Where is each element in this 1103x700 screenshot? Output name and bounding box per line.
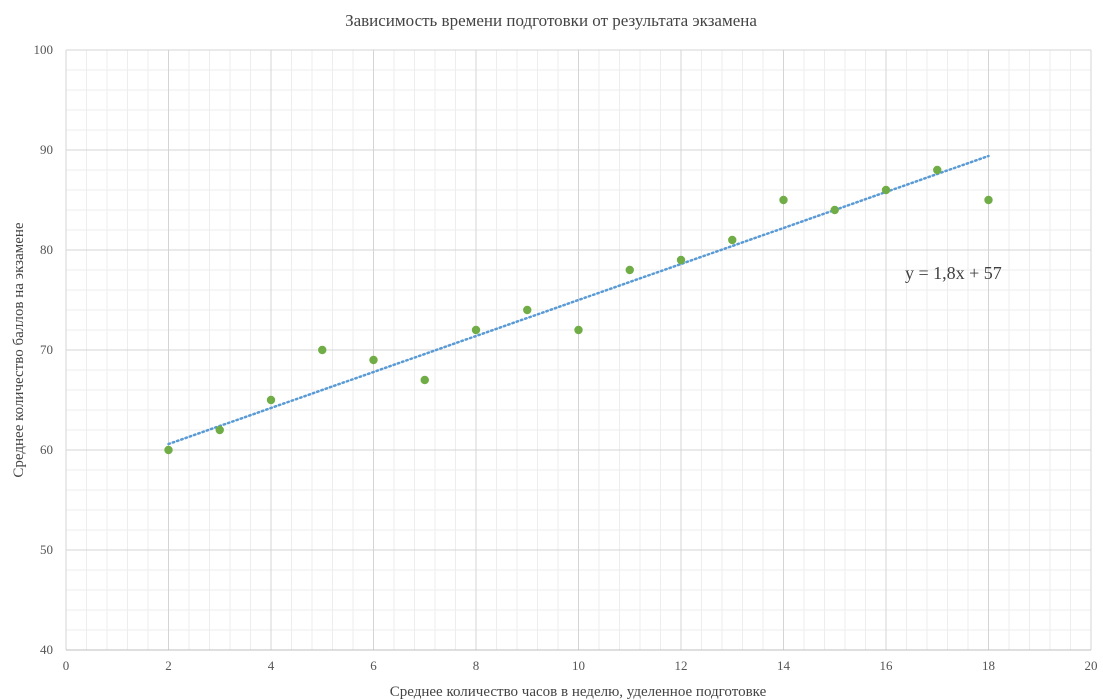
x-tick-label: 12 [675,658,688,673]
x-tick-label: 4 [268,658,275,673]
data-point [318,345,327,355]
x-tick-label: 0 [63,658,70,673]
trendline [167,154,990,446]
data-point [215,425,224,435]
data-point [728,235,737,245]
y-tick-label: 100 [34,42,54,57]
x-tick-label: 16 [880,658,894,673]
x-tick-label: 20 [1085,658,1098,673]
data-point [881,185,891,195]
x-tick-label: 2 [165,658,172,673]
x-tick-label: 18 [982,658,995,673]
data-point [266,395,276,405]
x-tick-label: 8 [473,658,480,673]
x-tick-label: 6 [370,658,377,673]
data-point [523,305,532,315]
y-tick-label: 60 [40,442,53,457]
data-point [830,205,839,215]
data-point [420,375,429,385]
trendline-path [167,154,990,446]
y-tick-labels: 40 50 60 70 80 90 100 [34,42,54,657]
x-axis-label: Среднее количество часов в неделю, уделе… [390,684,767,700]
data-point [676,255,686,265]
data-point [471,325,481,335]
x-tick-label: 10 [572,658,585,673]
y-tick-label: 90 [40,142,53,157]
y-tick-label: 70 [40,342,53,357]
data-points [164,165,993,455]
y-axis-label: Среднее количество баллов на экзамене [11,222,27,477]
data-point [779,195,788,205]
x-tick-labels: 0 2 4 6 8 10 12 14 16 18 20 [63,658,1098,673]
data-point [574,325,583,335]
data-point [164,445,173,455]
y-tick-label: 80 [40,242,53,257]
chart-title: Зависимость времени подготовки от резуль… [345,11,757,30]
trendline-equation: y = 1,8x + 57 [905,263,1002,283]
major-gridlines [65,49,1092,651]
y-tick-label: 50 [40,542,53,557]
x-tick-label: 14 [777,658,791,673]
data-point [984,195,993,205]
data-point [625,265,634,275]
y-tick-label: 40 [40,642,53,657]
data-point [369,355,378,365]
data-point [933,165,942,175]
